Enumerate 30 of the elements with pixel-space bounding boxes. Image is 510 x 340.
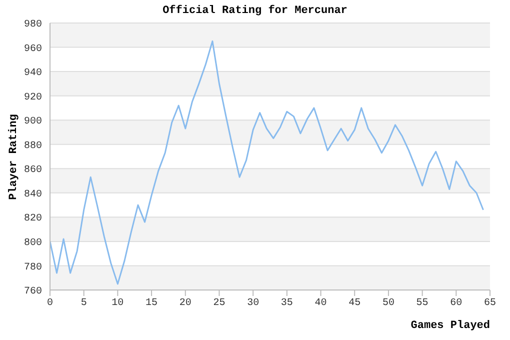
x-tick-label: 40 [314, 298, 327, 310]
x-tick-label: 50 [382, 298, 394, 310]
x-tick-label: 30 [247, 298, 260, 310]
chart-title: Official Rating for Mercunar [162, 5, 348, 17]
y-tick-label: 840 [24, 189, 42, 200]
x-tick-label: 45 [348, 298, 361, 310]
x-tick-label: 35 [280, 298, 293, 310]
y-axis-title: Player Rating [8, 113, 20, 202]
x-tick-label: 60 [450, 298, 462, 310]
x-tick-label: 10 [112, 298, 124, 310]
y-tick-label: 980 [24, 20, 42, 31]
x-tick-label: 15 [146, 298, 158, 310]
x-axis-title: Games Played [410, 320, 490, 332]
y-tick-label: 940 [24, 68, 42, 80]
x-tick-label: 5 [80, 298, 87, 310]
x-tick-label: 20 [179, 298, 192, 310]
y-tick-label: 900 [24, 116, 42, 128]
y-tick-label: 920 [24, 92, 42, 104]
y-tick-label: 760 [24, 286, 42, 298]
y-tick-label: 960 [24, 44, 42, 55]
x-tick-label: 0 [46, 298, 54, 310]
y-tick-label: 860 [24, 165, 42, 176]
x-tick-label: 25 [213, 298, 226, 310]
line-series [50, 40, 484, 285]
x-tick-label: 55 [416, 298, 428, 310]
y-tick-label: 820 [24, 214, 42, 225]
y-tick-label: 800 [24, 238, 42, 250]
x-tick-label: 65 [484, 298, 496, 310]
y-tick-label: 780 [24, 262, 42, 274]
y-tick-label: 880 [24, 140, 42, 152]
